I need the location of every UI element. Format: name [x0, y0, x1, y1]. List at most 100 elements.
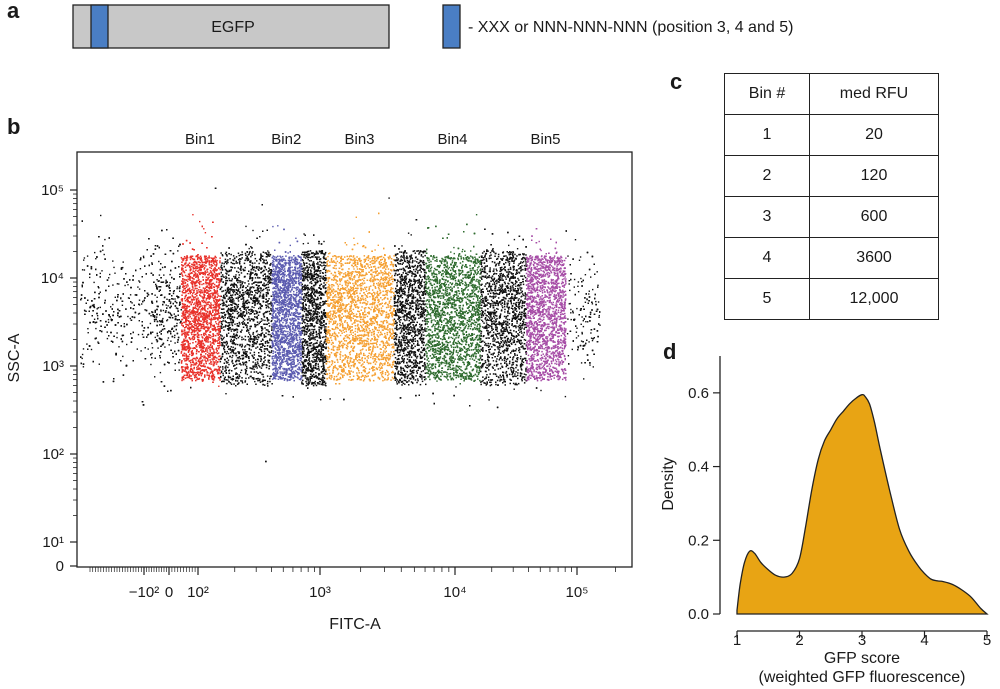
- scatter-point: [178, 369, 180, 371]
- scatter-point: [410, 234, 412, 236]
- scatter-point: [225, 275, 227, 278]
- scatter-point: [112, 314, 114, 317]
- scatter-point: [168, 284, 170, 286]
- scatter-point: [511, 323, 513, 325]
- scatter-point: [148, 312, 151, 315]
- scatter-point: [225, 254, 228, 256]
- scatter-point: [400, 301, 402, 304]
- scatter-point: [140, 257, 142, 259]
- scatter-point: [93, 303, 95, 306]
- scatter-point: [147, 334, 149, 336]
- scatter-point: [498, 321, 500, 324]
- scatter-point: [254, 364, 256, 366]
- scatter-point: [592, 338, 594, 340]
- scatter-point: [411, 318, 413, 321]
- scatter-point: [177, 336, 180, 339]
- scatter-point: [158, 260, 160, 263]
- scatter-point: [157, 305, 159, 308]
- scatter-point: [482, 300, 484, 302]
- scatter-point: [486, 265, 488, 267]
- scatter-point: [482, 288, 484, 290]
- scatter-point: [97, 342, 100, 344]
- scatter-point: [257, 289, 259, 291]
- scatter-point: [575, 337, 578, 339]
- scatter-point: [587, 302, 589, 304]
- scatter-point: [306, 356, 308, 358]
- scatter-point: [224, 316, 226, 319]
- scatter-point: [512, 308, 514, 310]
- scatter-point: [505, 347, 508, 349]
- scatter-point: [253, 368, 255, 371]
- scatter-point: [227, 298, 229, 300]
- scatter-point: [163, 328, 166, 330]
- scatter-point: [226, 262, 228, 265]
- scatter-point: [494, 313, 496, 315]
- scatter-point: [163, 363, 166, 366]
- scatter-point: [111, 308, 113, 310]
- scatter-point: [142, 255, 145, 257]
- scatter-point: [237, 343, 239, 346]
- scatter-point: [254, 277, 257, 279]
- scatter-point: [320, 243, 323, 245]
- scatter-point: [227, 352, 230, 355]
- scatter-point: [229, 376, 232, 379]
- scatter-point: [585, 315, 587, 318]
- scatter-point: [270, 295, 273, 297]
- scatter-point: [165, 310, 167, 312]
- scatter-point: [166, 229, 168, 231]
- scatter-point: [81, 220, 83, 222]
- scatter-point: [170, 314, 173, 317]
- scatter-point: [102, 249, 104, 251]
- scatter-point: [262, 274, 264, 277]
- scatter-point: [81, 286, 83, 288]
- scatter-point: [251, 283, 253, 285]
- scatter-point: [487, 299, 489, 301]
- scatter-point: [404, 257, 406, 259]
- scatter-point: [128, 297, 130, 299]
- scatter-point: [94, 251, 96, 254]
- scatter-point: [177, 250, 179, 252]
- scatter-point: [93, 281, 95, 284]
- scatter-point: [107, 318, 110, 321]
- scatter-point: [231, 316, 233, 319]
- scatter-point: [263, 297, 265, 299]
- scatter-point: [499, 270, 501, 272]
- scatter-point: [178, 266, 180, 268]
- scatter-point: [166, 320, 168, 322]
- scatter-point: [399, 397, 402, 399]
- scatter-point: [157, 347, 159, 349]
- scatter-point: [597, 284, 599, 286]
- scatter-point: [162, 317, 164, 320]
- scatter-point: [568, 303, 570, 305]
- scatter-point: [509, 339, 511, 341]
- scatter-point: [263, 357, 265, 359]
- scatter-point: [225, 280, 227, 282]
- scatter-point: [180, 320, 182, 323]
- scatter-point: [231, 323, 233, 325]
- scatter-point: [159, 268, 162, 271]
- scatter-point: [104, 238, 106, 241]
- scatter-point: [132, 279, 134, 281]
- scatter-point: [492, 307, 495, 309]
- scatter-point: [396, 368, 398, 371]
- scatter-point: [588, 268, 591, 271]
- scatter-point: [99, 272, 101, 275]
- scatter-point: [251, 267, 254, 269]
- scatter-point: [235, 367, 238, 369]
- scatter-point: [263, 288, 265, 291]
- scatter-point: [264, 342, 267, 344]
- scatter-point: [142, 404, 145, 406]
- scatter-point: [307, 387, 309, 389]
- scatter-point: [501, 302, 503, 304]
- scatter-point: [515, 273, 517, 275]
- scatter-point: [411, 305, 414, 307]
- scatter-point: [414, 260, 416, 262]
- scatter-points: [80, 187, 601, 463]
- scatter-point: [226, 357, 228, 359]
- scatter-point: [511, 305, 514, 307]
- scatter-point: [174, 334, 176, 337]
- scatter-point: [162, 303, 164, 306]
- scatter-point: [415, 219, 418, 221]
- scatter-point: [95, 268, 97, 271]
- scatter-point: [106, 324, 108, 326]
